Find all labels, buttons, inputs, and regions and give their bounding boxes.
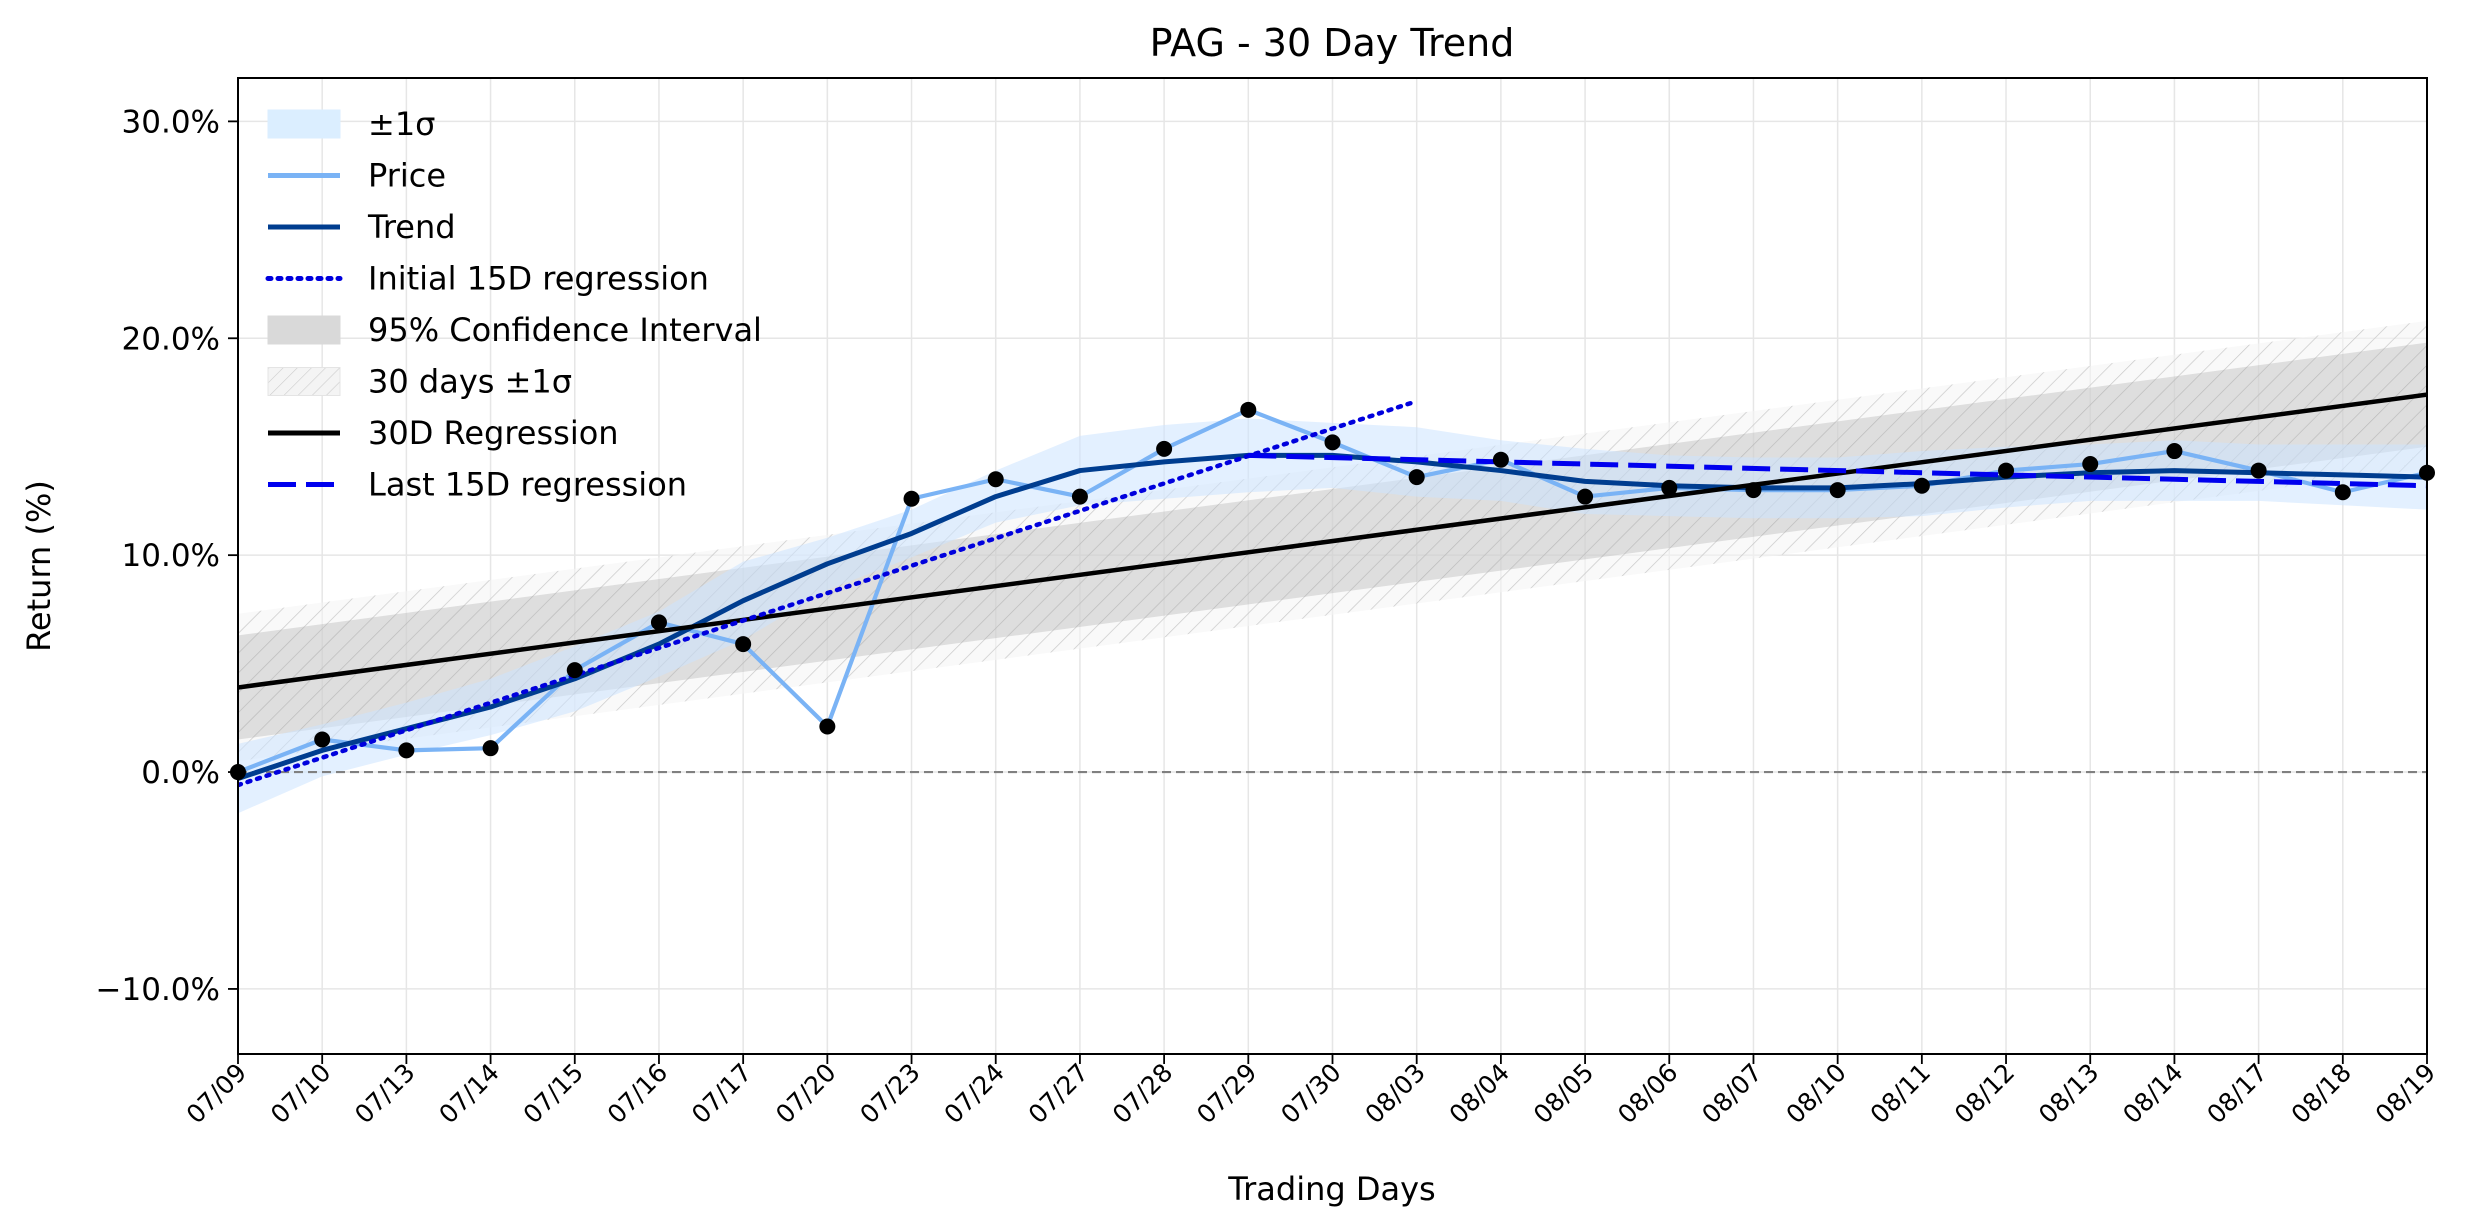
x-tick-label: 07/10 bbox=[265, 1058, 336, 1129]
x-tick-label: 08/05 bbox=[1528, 1058, 1599, 1129]
legend-label: 30D Regression bbox=[368, 414, 619, 452]
legend: ±1σ Price Trend Initial 15D regression 95% C… bbox=[265, 105, 762, 504]
series-30d-regression-line bbox=[238, 392, 2427, 690]
x-tick-label: 08/11 bbox=[1865, 1058, 1936, 1129]
y-tick-label: −10.0% bbox=[96, 972, 220, 1008]
x-tick-label: 07/30 bbox=[1275, 1058, 1346, 1129]
legend-label: 95% Confidence Interval bbox=[368, 311, 762, 349]
price-point bbox=[2082, 456, 2099, 473]
price-point bbox=[1071, 488, 1088, 505]
price-point bbox=[735, 636, 752, 653]
y-tick-label: 30.0% bbox=[122, 104, 220, 140]
price-point bbox=[1829, 482, 1846, 499]
price-point bbox=[398, 742, 415, 759]
price-point bbox=[1661, 479, 1678, 496]
price-point bbox=[2250, 462, 2267, 479]
legend-entry: ±1σ bbox=[267, 105, 435, 143]
x-tick-label: 07/17 bbox=[686, 1058, 757, 1129]
x-tick-label: 08/14 bbox=[2117, 1058, 2188, 1129]
x-tick-label: 07/20 bbox=[770, 1058, 841, 1129]
legend-entry: Trend bbox=[268, 208, 456, 246]
y-tick-label: 10.0% bbox=[122, 538, 220, 574]
y-tick-label: 0.0% bbox=[141, 755, 220, 791]
price-point bbox=[2166, 443, 2183, 460]
series-last-15d-regression-line bbox=[1248, 452, 2427, 489]
y-axis: −10.0% 0.0% 10.0% 20.0% 30.0% bbox=[96, 104, 238, 1008]
x-tick-label: 07/23 bbox=[854, 1058, 925, 1129]
price-point bbox=[1492, 451, 1509, 468]
price-point bbox=[1240, 401, 1257, 418]
legend-entry: 30 days ±1σ bbox=[267, 363, 572, 401]
legend-entry: 95% Confidence Interval bbox=[267, 311, 762, 349]
x-tick-label: 08/06 bbox=[1612, 1058, 1683, 1129]
legend-label: Price bbox=[368, 157, 446, 195]
x-tick-label: 07/28 bbox=[1107, 1058, 1178, 1129]
x-tick-label: 07/13 bbox=[349, 1058, 420, 1129]
x-tick-label: 08/10 bbox=[1780, 1058, 1851, 1129]
price-point bbox=[2334, 484, 2351, 501]
legend-swatch bbox=[267, 315, 341, 345]
legend-swatch bbox=[267, 367, 341, 396]
series-initial-15d-regression-line bbox=[238, 398, 1419, 788]
price-point bbox=[1408, 469, 1425, 486]
legend-entry: Initial 15D regression bbox=[265, 260, 709, 298]
price-point bbox=[987, 471, 1004, 488]
y-tick-label: 20.0% bbox=[122, 321, 220, 357]
x-tick-label: 08/12 bbox=[1949, 1058, 2020, 1129]
x-tick-label: 08/03 bbox=[1359, 1058, 1430, 1129]
x-tick-label: 08/17 bbox=[2201, 1058, 2272, 1129]
price-point bbox=[1577, 488, 1594, 505]
legend-entry: 30D Regression bbox=[268, 414, 619, 452]
x-axis: 07/09 07/10 07/13 07/14 07/15 07/16 07/17 07/20… bbox=[181, 1054, 2441, 1129]
x-tick-label: 08/04 bbox=[1444, 1058, 1515, 1129]
price-point bbox=[1913, 477, 1930, 494]
price-point bbox=[1745, 482, 1762, 499]
x-tick-label: 07/16 bbox=[602, 1058, 673, 1129]
x-tick-label: 08/13 bbox=[2033, 1058, 2104, 1129]
legend-label: Initial 15D regression bbox=[368, 260, 709, 298]
x-tick-label: 07/29 bbox=[1191, 1058, 1262, 1129]
x-tick-label: 07/24 bbox=[939, 1058, 1010, 1129]
price-point bbox=[1998, 462, 2015, 479]
legend-entry: Price bbox=[268, 157, 446, 195]
legend-label: 30 days ±1σ bbox=[368, 363, 572, 401]
legend-entry: Last 15D regression bbox=[268, 466, 687, 504]
plot-area bbox=[238, 320, 2427, 814]
x-tick-label: 07/14 bbox=[433, 1058, 504, 1129]
x-tick-label: 07/15 bbox=[518, 1058, 589, 1129]
price-point bbox=[1324, 434, 1341, 451]
legend-label: Trend bbox=[367, 208, 456, 246]
x-tick-label: 08/19 bbox=[2370, 1058, 2441, 1129]
x-axis-label: Trading Days bbox=[1227, 1170, 1435, 1208]
price-point bbox=[566, 662, 583, 679]
x-tick-label: 08/18 bbox=[2286, 1058, 2357, 1129]
price-point bbox=[819, 718, 836, 735]
x-tick-label: 08/07 bbox=[1696, 1058, 1767, 1129]
legend-label: Last 15D regression bbox=[368, 466, 687, 504]
y-axis-label: Return (%) bbox=[20, 480, 58, 652]
legend-swatch bbox=[267, 109, 341, 139]
legend-label: ±1σ bbox=[368, 105, 435, 143]
chart-title: PAG - 30 Day Trend bbox=[1150, 21, 1515, 65]
price-point bbox=[650, 614, 667, 631]
price-point bbox=[482, 740, 499, 757]
x-tick-label: 07/09 bbox=[181, 1058, 252, 1129]
price-point bbox=[314, 731, 331, 748]
price-point bbox=[903, 490, 920, 507]
x-tick-label: 07/27 bbox=[1023, 1058, 1094, 1129]
price-point bbox=[1156, 440, 1173, 457]
